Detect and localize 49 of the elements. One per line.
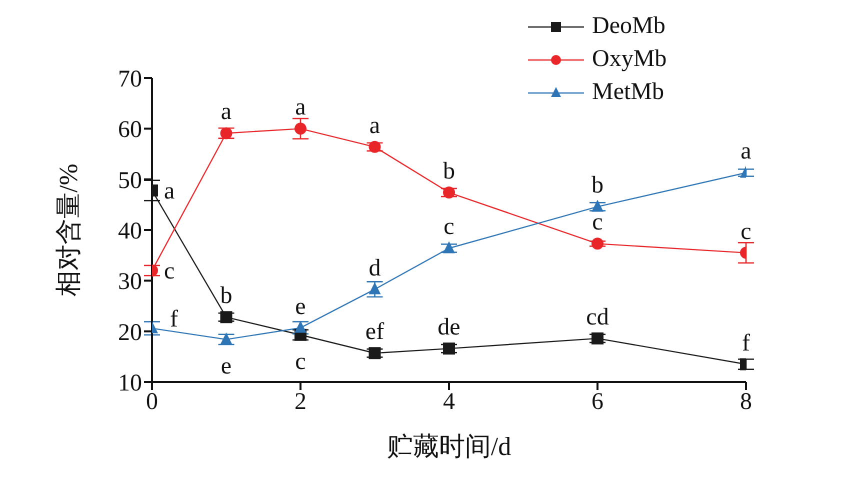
point <box>368 347 381 360</box>
annotation: a <box>369 112 380 139</box>
legend-label: DeoMb <box>592 12 666 41</box>
x-tick-label: 2 <box>294 389 306 416</box>
point <box>220 332 232 344</box>
annotation: c <box>592 210 603 236</box>
annotation: a <box>295 94 306 121</box>
annotation: b <box>592 172 604 199</box>
x-tick-label: 8 <box>740 389 752 416</box>
legend-label: MetMb <box>592 78 664 107</box>
annotation: f <box>170 306 178 332</box>
point <box>443 241 455 254</box>
point <box>368 140 381 153</box>
point <box>220 311 232 324</box>
point <box>443 186 455 199</box>
annotation: de <box>438 314 460 341</box>
point <box>368 282 381 294</box>
annotation: c <box>444 214 454 240</box>
y-tick-label: 10 <box>118 370 142 397</box>
annotation: cd <box>586 304 609 330</box>
annotation: b <box>443 158 455 185</box>
x-tick-label: 6 <box>592 389 604 416</box>
y-tick-label: 20 <box>118 320 142 346</box>
annotation: a <box>164 178 175 204</box>
annotation: d <box>368 255 381 282</box>
annotation: e <box>295 294 306 320</box>
annotation: a <box>220 99 232 126</box>
annotation: c <box>740 218 752 245</box>
x-tick-label: 0 <box>146 389 158 416</box>
y-tick-label: 70 <box>118 66 142 93</box>
annotation: e <box>220 353 232 380</box>
y-tick-label: 40 <box>118 218 142 245</box>
y-tick-label: 60 <box>118 117 142 144</box>
point <box>294 320 306 333</box>
annotation: f <box>742 330 750 356</box>
legend-label: OxyMb <box>592 45 667 74</box>
annotation: a <box>740 138 752 165</box>
annotation: ef <box>365 319 384 346</box>
point <box>220 127 232 140</box>
annotation: c <box>164 258 175 285</box>
x-axis-title: 贮藏时间/d <box>386 432 512 461</box>
annotation: c <box>295 348 306 375</box>
annotation: b <box>220 283 232 310</box>
y-tick-label: 30 <box>118 269 142 296</box>
x-tick-label: 4 <box>443 389 455 416</box>
y-axis-title: 相对含量/% <box>54 164 84 296</box>
point <box>443 342 455 355</box>
y-tick-label: 50 <box>118 168 142 194</box>
point <box>294 122 306 135</box>
